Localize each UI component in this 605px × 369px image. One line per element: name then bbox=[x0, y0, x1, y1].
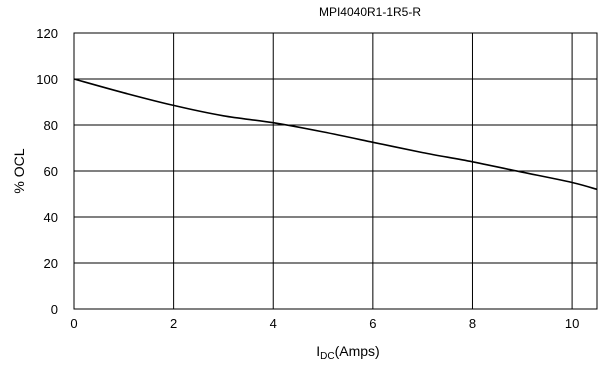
series-line-ocl bbox=[73, 78, 598, 191]
x-tick-label: 4 bbox=[270, 316, 277, 331]
x-tick-label: 6 bbox=[369, 316, 376, 331]
y-tick-label: 80 bbox=[44, 118, 58, 133]
plot-area-frame bbox=[73, 32, 598, 310]
x-axis-label-unit: (Amps) bbox=[334, 343, 380, 359]
y-tick-label: 40 bbox=[44, 210, 58, 225]
x-axis-label-subscript: DC bbox=[320, 351, 335, 362]
grid bbox=[74, 33, 597, 309]
y-axis-label: % OCL bbox=[11, 148, 27, 193]
y-tick-label: 20 bbox=[44, 256, 58, 271]
x-tick-label: 8 bbox=[469, 316, 476, 331]
x-tick-label: 10 bbox=[565, 316, 579, 331]
x-tick-label: 2 bbox=[170, 316, 177, 331]
x-axis-label-main: I bbox=[316, 343, 321, 359]
chart-title: MPI4040R1-1R5-R bbox=[319, 5, 421, 19]
x-axis-label: IDC(Amps) bbox=[273, 343, 423, 362]
y-tick-label: 60 bbox=[44, 164, 58, 179]
y-tick-label: 0 bbox=[51, 302, 58, 317]
y-axis-ticks: 0 20 40 60 80 100 120 bbox=[36, 26, 58, 317]
x-axis-ticks: 0 2 4 6 8 10 bbox=[70, 316, 579, 331]
y-tick-label: 100 bbox=[36, 72, 58, 87]
y-tick-label: 120 bbox=[36, 26, 58, 41]
x-tick-label: 0 bbox=[70, 316, 77, 331]
